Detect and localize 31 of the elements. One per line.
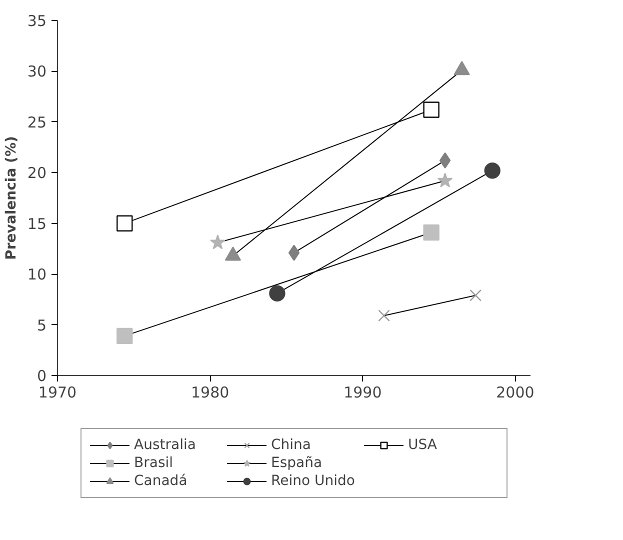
legend-label: Canadá bbox=[134, 472, 188, 488]
x-tick-label: 1980 bbox=[190, 384, 230, 402]
point bbox=[484, 162, 500, 179]
point bbox=[470, 289, 482, 302]
point bbox=[423, 102, 440, 118]
point bbox=[269, 285, 286, 302]
y-tick-label: 20 bbox=[27, 164, 47, 182]
y-axis-title: Prevalencia (%) bbox=[3, 136, 20, 260]
x-tick-label: 1990 bbox=[344, 384, 382, 402]
legend-label: China bbox=[271, 436, 312, 452]
point bbox=[378, 310, 390, 322]
point bbox=[116, 215, 133, 232]
x-tick-label: 1970 bbox=[38, 384, 77, 402]
y-tick-label: 15 bbox=[27, 214, 47, 233]
point bbox=[437, 172, 453, 188]
legend-label: Reino Unido bbox=[271, 472, 356, 488]
y-tick-label: 10 bbox=[27, 266, 47, 284]
point bbox=[210, 234, 226, 250]
y-tick-label: 0 bbox=[36, 367, 47, 385]
y-tick-label: 5 bbox=[36, 316, 47, 334]
y-tick-label: 25 bbox=[27, 113, 47, 132]
point bbox=[288, 244, 300, 261]
point bbox=[116, 328, 133, 344]
point bbox=[423, 224, 440, 241]
x-tick-label: 2000 bbox=[496, 384, 534, 402]
y-tick-label: 35 bbox=[27, 12, 47, 30]
legend-label: USA bbox=[408, 436, 438, 452]
y-tick-label: 30 bbox=[27, 62, 47, 81]
legend-label: Brasil bbox=[134, 454, 174, 470]
legend-label: Australia bbox=[134, 436, 197, 452]
legend-label: España bbox=[271, 454, 324, 470]
